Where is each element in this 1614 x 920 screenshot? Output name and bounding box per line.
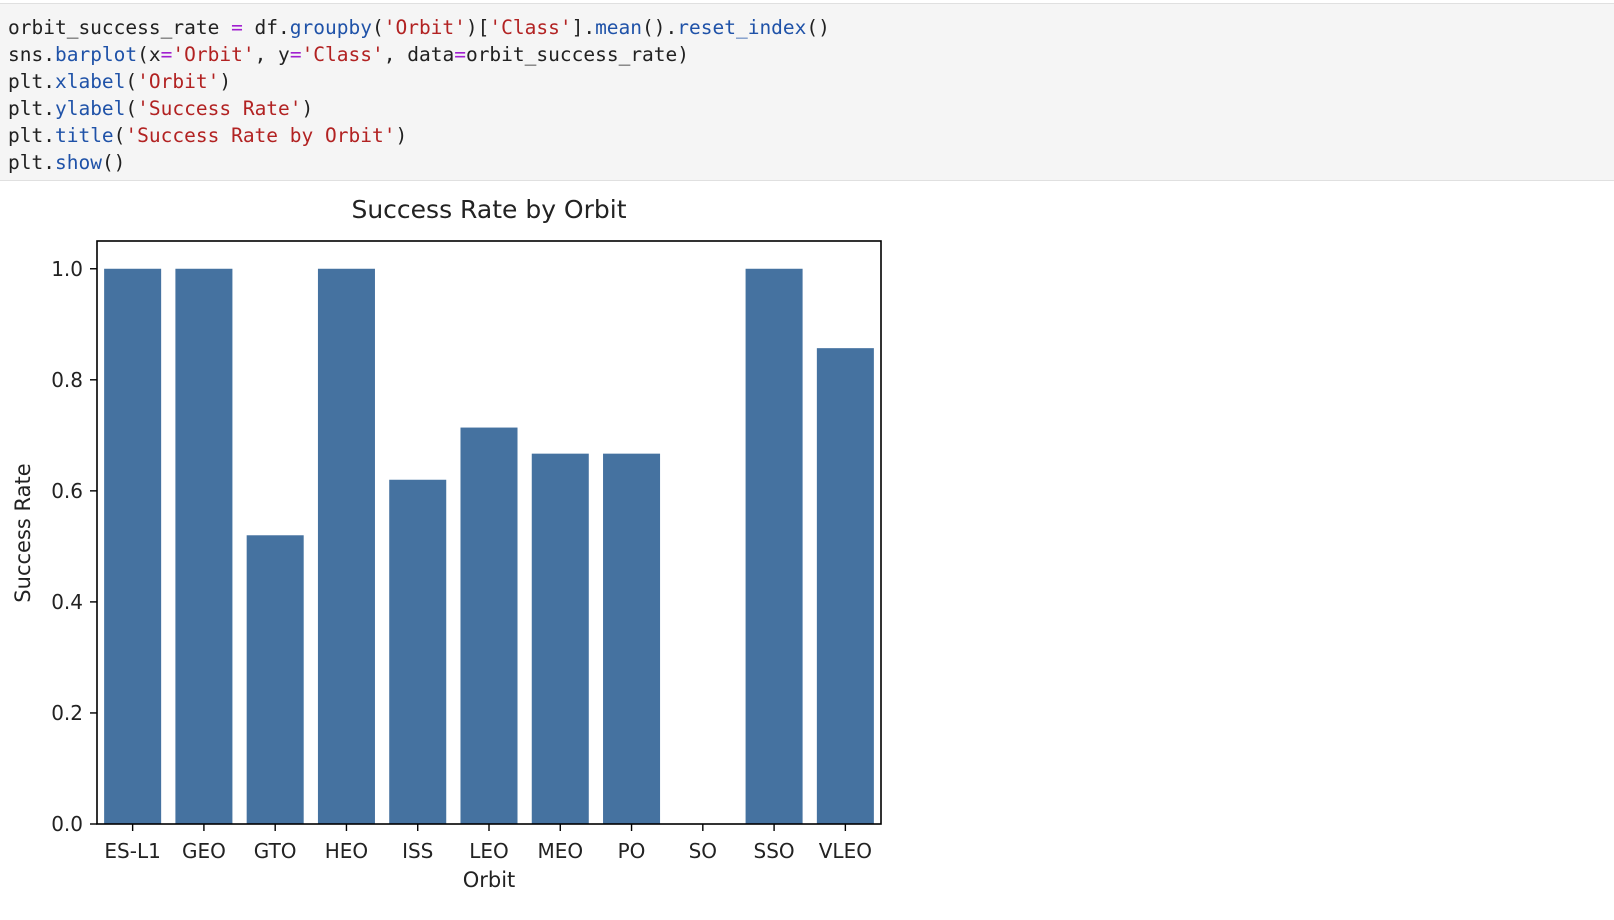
code-token: 'Class' — [301, 43, 384, 66]
bar-heo — [317, 268, 375, 824]
code-token: ylabel — [54, 97, 126, 120]
x-axis-ticks: ES-L1 GEO GTO HEO ISS LEO MEO PO SO SSO VLEO — [104, 824, 872, 863]
code-token: (x — [137, 43, 161, 66]
code-token: 'Class' — [489, 16, 572, 39]
code-token: = — [289, 43, 302, 66]
code-token: () — [806, 16, 830, 39]
code-token: ]. — [571, 16, 596, 39]
code-token: (). — [642, 16, 678, 39]
code-token: groupby — [289, 16, 372, 39]
y-tick-label: 0.4 — [51, 590, 83, 614]
code-token: 'Success Rate by Orbit' — [125, 124, 396, 147]
code-token: sns. — [8, 43, 55, 66]
x-tick-label: ES-L1 — [104, 839, 160, 863]
code-token: df. — [242, 16, 290, 39]
bar-meo — [531, 453, 589, 824]
bar-leo — [460, 427, 518, 824]
x-tick-label: VLEO — [819, 839, 872, 863]
x-tick-label: HEO — [325, 839, 368, 863]
code-token: plt. — [8, 70, 55, 93]
code-line: plt.title('Success Rate by Orbit') — [8, 122, 1614, 149]
x-tick-label: SO — [689, 839, 717, 863]
plot-frame — [96, 240, 882, 825]
code-token: orbit_success_rate) — [465, 43, 690, 66]
code-token: barplot — [54, 43, 138, 66]
code-line: sns.barplot(x='Orbit', y='Class', data=o… — [8, 41, 1614, 68]
y-tick-label: 0.8 — [51, 368, 83, 392]
code-token: title — [54, 124, 114, 147]
bar-gto — [246, 535, 304, 824]
bar-sso — [745, 268, 803, 824]
x-tick-label: MEO — [537, 839, 583, 863]
y-tick-label: 0.0 — [51, 812, 83, 836]
code-token: 'Orbit' — [172, 43, 255, 66]
chart-title: Success Rate by Orbit — [351, 195, 626, 224]
x-tick-label: GTO — [254, 839, 297, 863]
y-axis-label: Success Rate — [11, 463, 35, 602]
code-token: reset_index — [677, 16, 807, 39]
code-token: = — [231, 16, 243, 39]
code-token: orbit_success_rate — [8, 16, 232, 39]
x-tick-label: LEO — [469, 839, 509, 863]
code-token: , data — [383, 43, 455, 66]
bar-chart: Success Rate by Orbit 0.0 0.2 0.4 0.6 0.8 1.0… — [11, 195, 882, 892]
x-axis-label: Orbit — [463, 868, 516, 892]
code-token: ( — [113, 124, 126, 147]
x-tick-label: PO — [618, 839, 646, 863]
code-token: show — [54, 151, 102, 174]
code-line: plt.xlabel('Orbit') — [8, 68, 1614, 95]
code-token: xlabel — [54, 70, 126, 93]
code-token: plt. — [8, 124, 55, 147]
bar-iss — [389, 479, 447, 824]
y-tick-label: 1.0 — [51, 257, 83, 281]
y-tick-label: 0.6 — [51, 479, 83, 503]
bar-es-l1 — [104, 268, 162, 824]
code-token: 'Orbit' — [137, 70, 220, 93]
code-token: ( — [125, 70, 138, 93]
x-tick-label: SSO — [754, 839, 795, 863]
x-tick-label: ISS — [402, 839, 433, 863]
code-line: plt.ylabel('Success Rate') — [8, 95, 1614, 122]
code-token: ( — [125, 97, 138, 120]
code-token: ) — [395, 124, 408, 147]
code-token: plt. — [8, 151, 55, 174]
code-token: )[ — [465, 16, 490, 39]
code-token: = — [160, 43, 173, 66]
y-axis-ticks: 0.0 0.2 0.4 0.6 0.8 1.0 — [51, 257, 97, 836]
x-tick-label: GEO — [182, 839, 226, 863]
code-token: ( — [371, 16, 384, 39]
code-token: () — [101, 151, 126, 174]
code-cell[interactable]: orbit_success_rate = df.groupby('Orbit')… — [0, 3, 1614, 181]
code-token: mean — [595, 16, 643, 39]
chart-output: Success Rate by Orbit 0.0 0.2 0.4 0.6 0.8 1.0… — [0, 186, 1614, 916]
code-token: 'Orbit' — [383, 16, 466, 39]
code-line: orbit_success_rate = df.groupby('Orbit')… — [8, 14, 1614, 41]
bar-vleo — [816, 348, 874, 824]
code-token: , y — [254, 43, 290, 66]
code-token: ) — [301, 97, 314, 120]
code-token: plt. — [8, 97, 55, 120]
code-token: ) — [219, 70, 232, 93]
bar-geo — [175, 268, 233, 824]
bars-group — [104, 268, 874, 824]
code-token: 'Success Rate' — [137, 97, 302, 120]
code-line: plt.show() — [8, 149, 1614, 176]
code-token: = — [454, 43, 466, 66]
bar-po — [603, 453, 661, 824]
y-tick-label: 0.2 — [51, 701, 83, 725]
